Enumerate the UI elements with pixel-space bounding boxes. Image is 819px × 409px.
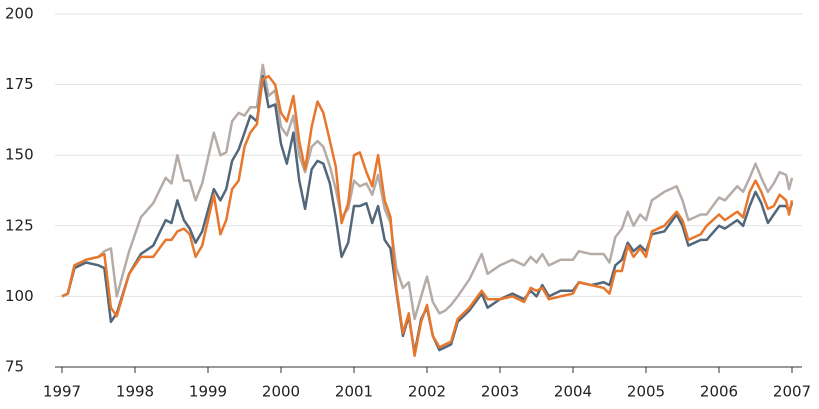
x-tick-label: 2005 xyxy=(627,383,665,401)
x-tick-label: 2004 xyxy=(554,383,592,401)
y-tick-label: 100 xyxy=(5,287,34,305)
series-line xyxy=(61,63,794,321)
x-tick-label: 2003 xyxy=(481,383,519,401)
x-tick-label: 2001 xyxy=(335,383,373,401)
x-tick-label: 2002 xyxy=(408,383,446,401)
y-tick-label: 125 xyxy=(5,216,34,234)
y-tick-label: 75 xyxy=(5,358,24,376)
x-tick-label: 1998 xyxy=(116,383,154,401)
x-tick-label: 2007 xyxy=(773,383,811,401)
y-tick-label: 175 xyxy=(5,75,34,93)
x-tick-label: 2000 xyxy=(262,383,300,401)
x-tick-label: 1997 xyxy=(43,383,81,401)
y-tick-label: 200 xyxy=(5,5,34,23)
x-tick-label: 2006 xyxy=(700,383,738,401)
y-tick-label: 150 xyxy=(5,146,34,164)
x-tick-label: 1999 xyxy=(189,383,227,401)
series-line xyxy=(61,74,794,357)
